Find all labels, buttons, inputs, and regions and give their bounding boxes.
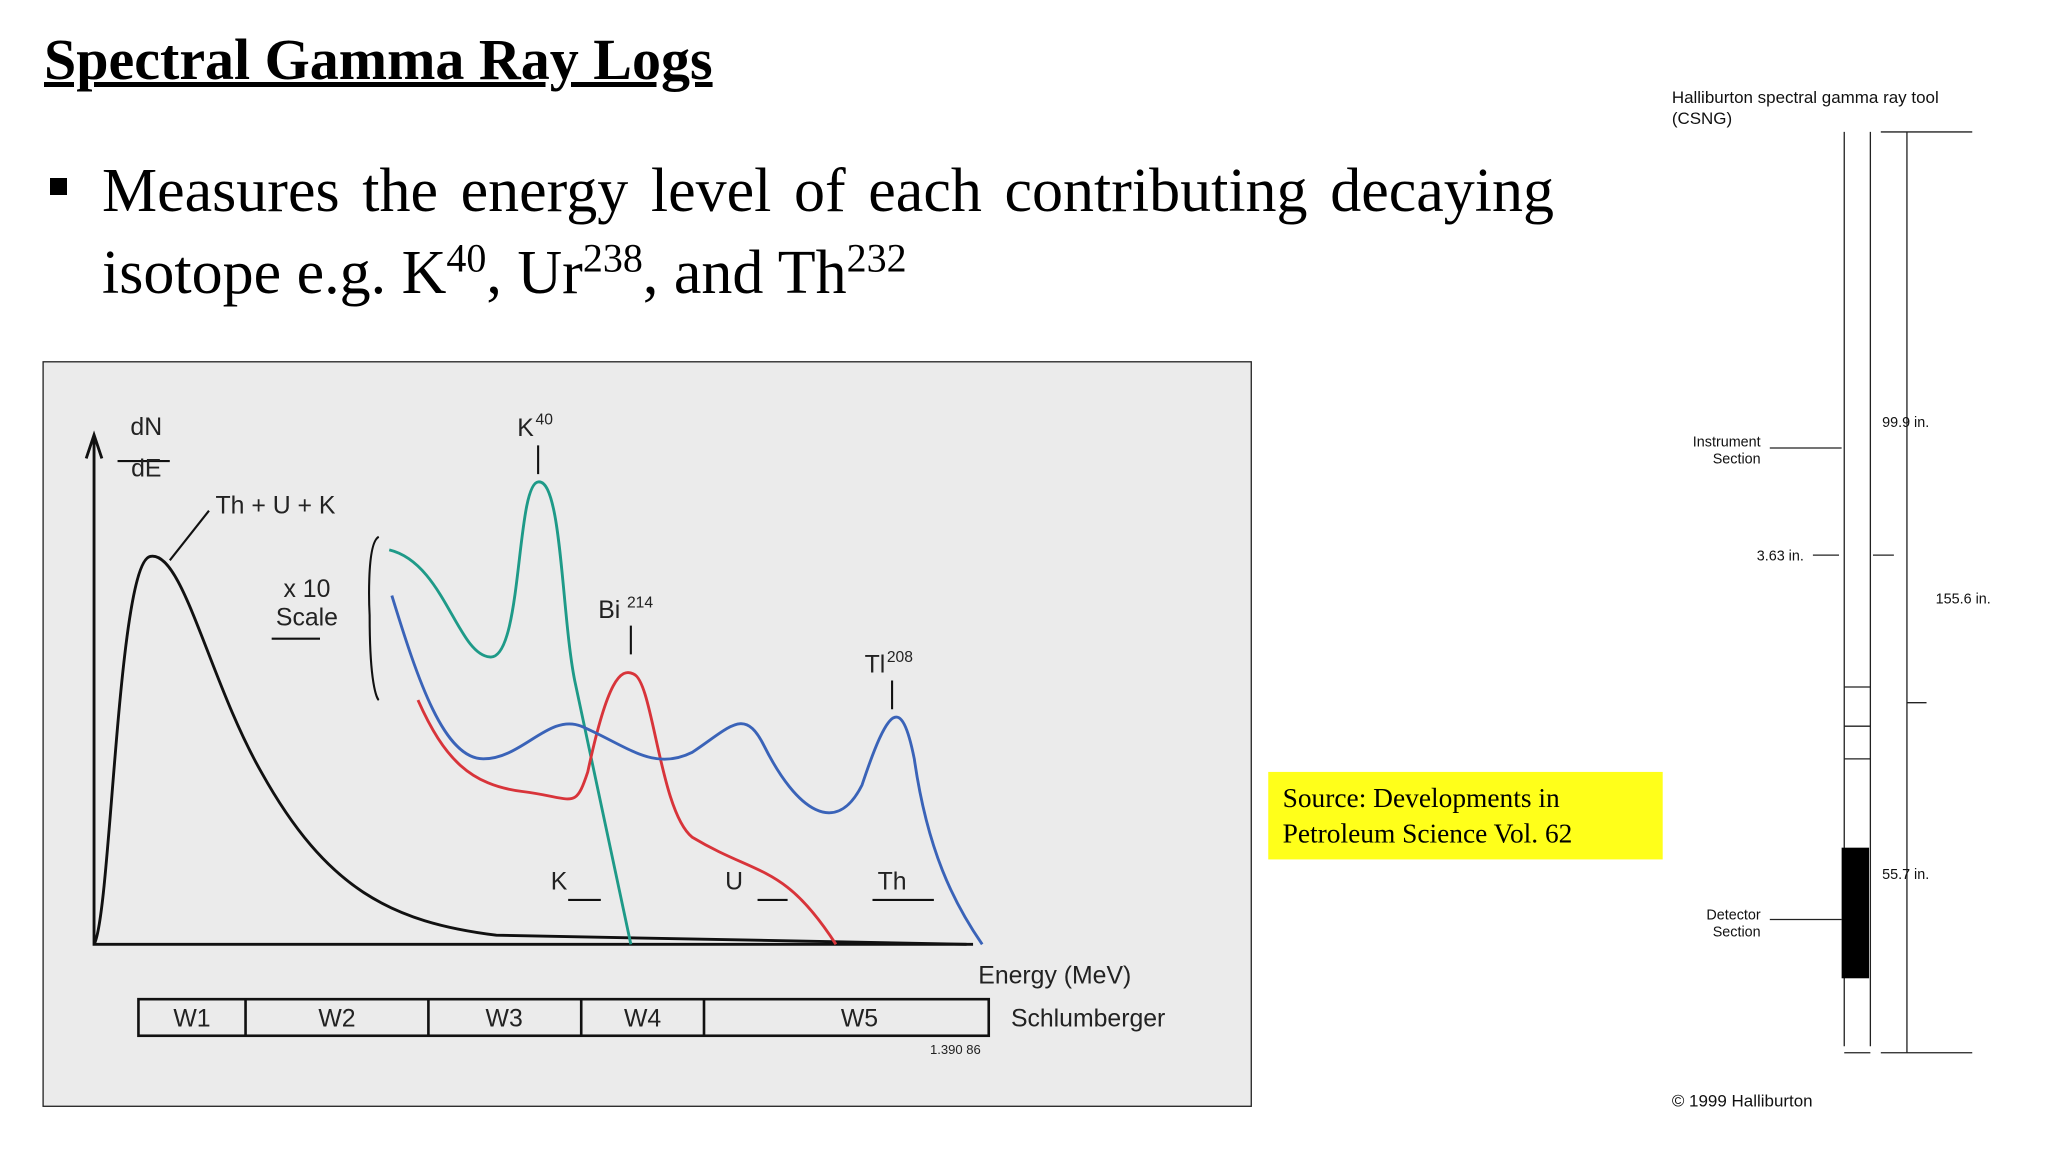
peak-label: Tl [865, 652, 886, 679]
detector [1841, 847, 1870, 979]
window-arrow-label: U [725, 868, 743, 895]
th-curve [390, 595, 984, 946]
copyright: © 1999 Halliburton [1672, 1091, 1813, 1110]
scale-label: Scale [276, 605, 338, 632]
window-bar [137, 997, 991, 1038]
source-text: Petroleum Science Vol. 62 [1283, 818, 1573, 848]
peak-sup: 208 [887, 649, 913, 666]
superscript: 238 [582, 235, 643, 281]
superscript: 40 [446, 235, 487, 281]
figure-frame [42, 361, 1252, 1107]
peak-label: K [517, 415, 534, 442]
x-label: Energy (MeV) [978, 963, 1131, 990]
peak-label: Bi [598, 597, 620, 624]
peak-sup: 214 [627, 594, 653, 611]
bullet-text: , and Th [642, 239, 847, 307]
leader-lines [1769, 447, 1894, 921]
tool-label: Section [1713, 452, 1761, 468]
y-label: dN [130, 414, 162, 441]
source-text: Source: Developments in [1283, 783, 1560, 813]
tool-title: Halliburton spectral gamma ray tool [1672, 88, 1939, 107]
tool-outline [1843, 131, 1973, 1054]
tool-dim: 3.63 in. [1757, 548, 1804, 564]
annotation-lines [117, 445, 934, 901]
tool-dim: 99.9 in. [1882, 415, 1929, 431]
bullet: Measures the energy level of each contri… [102, 150, 1554, 314]
window-arrow-label: Th [878, 868, 907, 895]
window-label: W1 [173, 1006, 210, 1033]
tool-label: Section [1713, 924, 1761, 940]
bullet-marker [50, 178, 67, 195]
axis-arrow [84, 430, 104, 459]
tool-dim: 155.6 in. [1936, 591, 1991, 607]
source-box [1268, 771, 1663, 860]
bullet-text: Measures the energy level of each contri… [102, 157, 1554, 307]
window-label: W3 [486, 1006, 523, 1033]
credit: Schlumberger [1011, 1006, 1165, 1033]
window-dividers [244, 999, 706, 1036]
u-curve [416, 671, 838, 946]
title: Spectral Gamma Ray Logs [44, 27, 713, 92]
window-label: W2 [318, 1006, 355, 1033]
tool-label: Detector [1706, 908, 1760, 924]
curves [84, 430, 984, 946]
window-label: W5 [841, 1006, 878, 1033]
curve-label: Th + U + K [216, 492, 336, 519]
superscript: 232 [846, 235, 907, 281]
scale-label: x 10 [284, 576, 331, 603]
bullet-text: , Ur [486, 239, 583, 307]
y-label: dE [131, 456, 161, 483]
k-curve [388, 480, 633, 945]
window-arrow-label: K [551, 868, 568, 895]
figure-code: 1.390 86 [930, 1042, 981, 1057]
tool-label: Instrument [1693, 435, 1761, 451]
total-curve [92, 554, 967, 946]
tool-title: (CSNG) [1672, 109, 1732, 128]
tool-dim: 55.7 in. [1882, 867, 1929, 883]
peak-sup: 40 [536, 411, 554, 428]
window-label: W4 [624, 1006, 661, 1033]
